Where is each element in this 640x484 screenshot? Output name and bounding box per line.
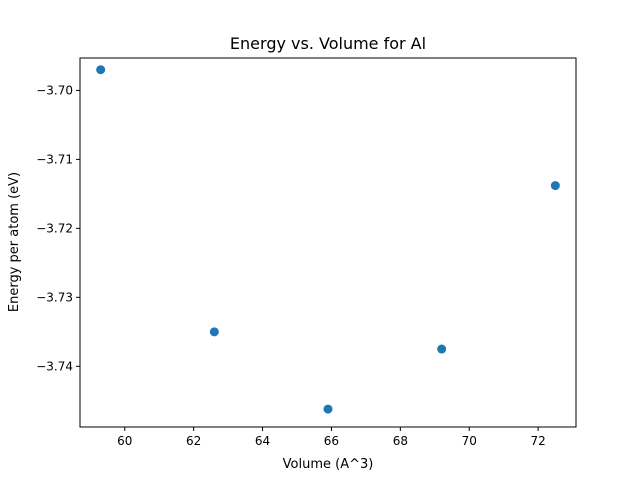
data-point: [96, 65, 106, 75]
data-point: [323, 404, 333, 414]
x-tick-label: 70: [462, 434, 477, 448]
x-tick-label: 64: [255, 434, 270, 448]
y-axis-label: Energy per atom (eV): [7, 172, 22, 312]
x-axis-label: Volume (A^3): [283, 457, 374, 472]
y-tick-label: −3.72: [36, 221, 73, 235]
x-tick-label: 68: [393, 434, 408, 448]
y-tick-label: −3.73: [36, 290, 73, 304]
plot-area-frame: [79, 57, 577, 428]
y-tick-label: −3.70: [36, 83, 73, 97]
y-tick-label: −3.74: [36, 359, 73, 373]
x-tick-label: 72: [530, 434, 545, 448]
chart-title: Energy vs. Volume for Al: [230, 34, 426, 53]
x-tick-label: 66: [324, 434, 339, 448]
data-point: [437, 344, 447, 354]
data-point: [550, 181, 560, 191]
x-tick-label: 60: [117, 434, 132, 448]
x-tick-label: 62: [186, 434, 201, 448]
data-point: [209, 327, 219, 337]
y-tick-label: −3.71: [36, 152, 73, 166]
